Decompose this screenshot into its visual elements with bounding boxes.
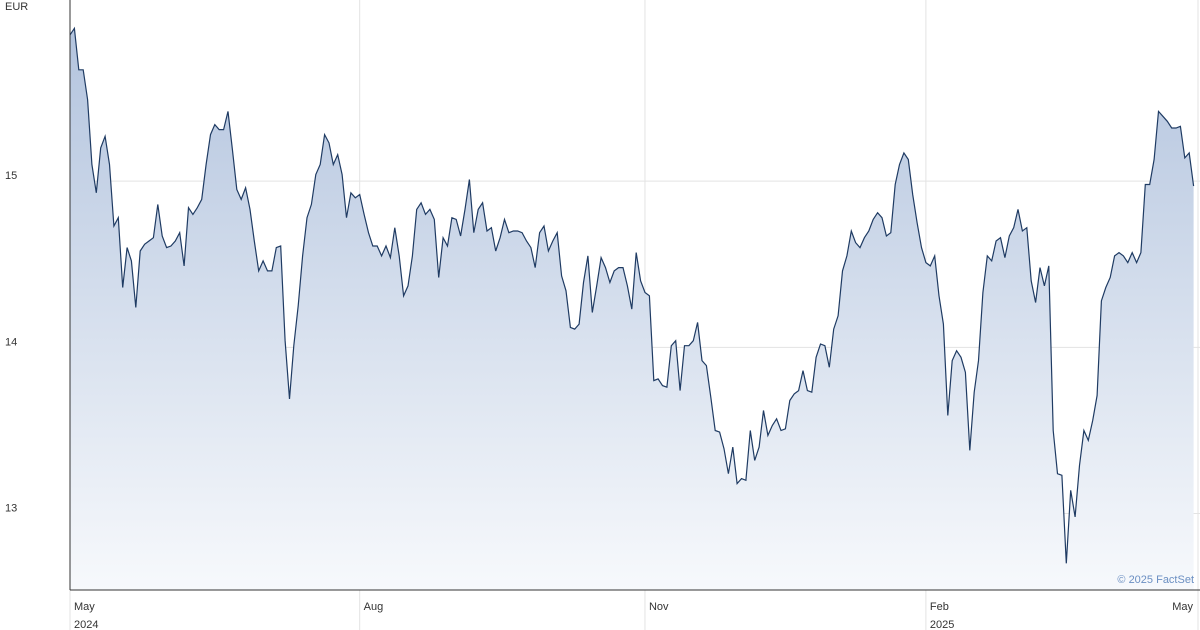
x-tick-label: May: [74, 601, 95, 613]
y-tick-label: 14: [5, 336, 17, 348]
credit: © 2025 FactSet: [1117, 574, 1194, 586]
price-line: [69, 26, 1195, 564]
x-tick-label: Nov: [649, 601, 669, 613]
x-year-label: 2024: [74, 619, 98, 630]
y-unit: EUR: [5, 1, 28, 13]
x-year-label: 2025: [930, 619, 954, 630]
x-tick-label: Aug: [364, 601, 384, 613]
x-tick-label: May: [1172, 601, 1193, 613]
x-tick-label: Feb: [930, 601, 949, 613]
y-tick-label: 15: [5, 170, 17, 182]
y-tick-label: 13: [5, 502, 17, 514]
